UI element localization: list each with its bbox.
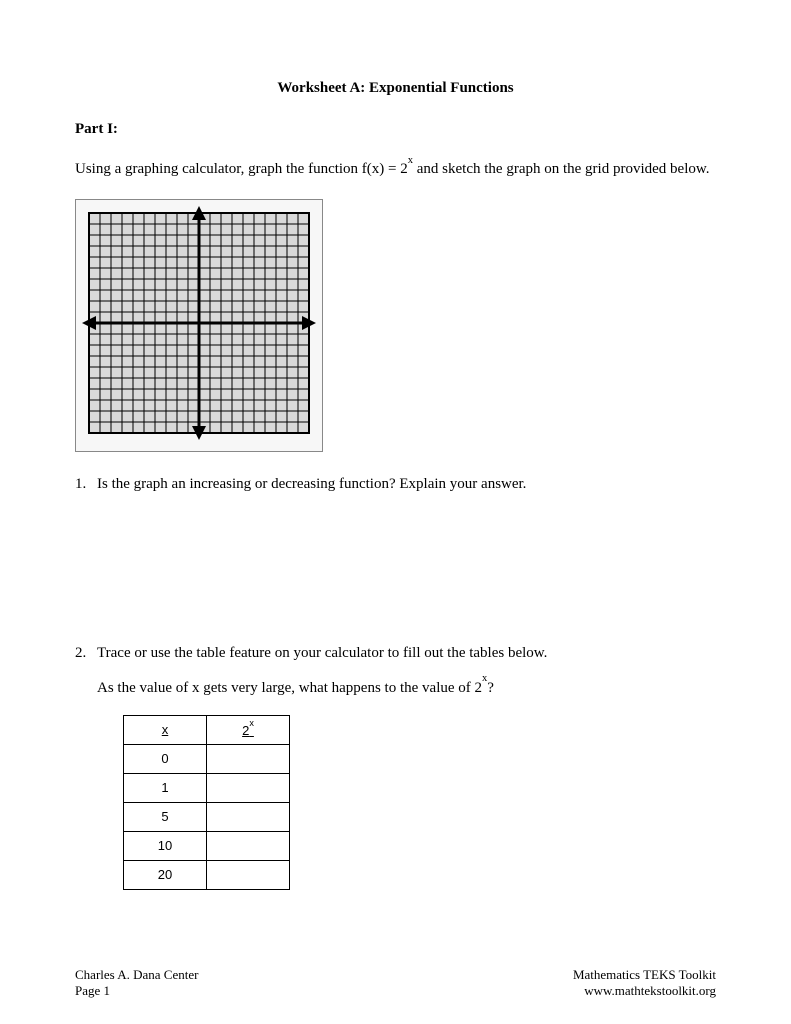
table-header-x: x xyxy=(124,715,207,744)
table-cell-value xyxy=(207,860,290,889)
table-cell-value xyxy=(207,802,290,831)
table-header-row: x 2x xyxy=(124,715,290,744)
question-1: 1. Is the graph an increasing or decreas… xyxy=(75,474,716,494)
table-cell-x: 10 xyxy=(124,831,207,860)
table-cell-x: 5 xyxy=(124,802,207,831)
instruction-suffix: and sketch the graph on the grid provide… xyxy=(413,161,709,177)
q2-sub-exp: x xyxy=(482,673,487,684)
table-row: 5 xyxy=(124,802,290,831)
table-cell-x: 1 xyxy=(124,773,207,802)
table-cell-value xyxy=(207,773,290,802)
instruction-exp: x xyxy=(408,155,413,166)
footer-right-1: Mathematics TEKS Toolkit xyxy=(573,967,716,983)
table-cell-value xyxy=(207,744,290,773)
table-row: 0 xyxy=(124,744,290,773)
question-2: 2. Trace or use the table feature on you… xyxy=(75,645,716,662)
grid-svg xyxy=(80,204,318,442)
part-label: Part I: xyxy=(75,121,716,138)
table-cell-x: 20 xyxy=(124,860,207,889)
table-row: 20 xyxy=(124,860,290,889)
coordinate-grid xyxy=(75,199,323,452)
instruction-prefix: Using a graphing calculator, graph the f… xyxy=(75,161,408,177)
q2-sub-suffix: ? xyxy=(487,680,494,696)
q1-text: Is the graph an increasing or decreasing… xyxy=(97,474,526,494)
footer-left-1: Charles A. Dana Center xyxy=(75,967,198,983)
footer-left-2: Page 1 xyxy=(75,983,198,999)
q2-subtext: As the value of x gets very large, what … xyxy=(75,678,716,697)
table-cell-x: 0 xyxy=(124,744,207,773)
worksheet-title: Worksheet A: Exponential Functions xyxy=(75,80,716,97)
instruction-text: Using a graphing calculator, graph the f… xyxy=(75,158,716,179)
page-footer: Charles A. Dana Center Page 1 Mathematic… xyxy=(75,967,716,999)
table-header-2x: 2x xyxy=(207,715,290,744)
q2-text: Trace or use the table feature on your c… xyxy=(97,645,547,662)
q2-sub-prefix: As the value of x gets very large, what … xyxy=(97,680,482,696)
q2-number: 2. xyxy=(75,645,97,662)
table-row: 10 xyxy=(124,831,290,860)
footer-right-2: www.mathtekstoolkit.org xyxy=(573,983,716,999)
table-cell-value xyxy=(207,831,290,860)
table-row: 1 xyxy=(124,773,290,802)
q1-number: 1. xyxy=(75,474,97,494)
values-table: x 2x 0151020 xyxy=(123,715,290,890)
